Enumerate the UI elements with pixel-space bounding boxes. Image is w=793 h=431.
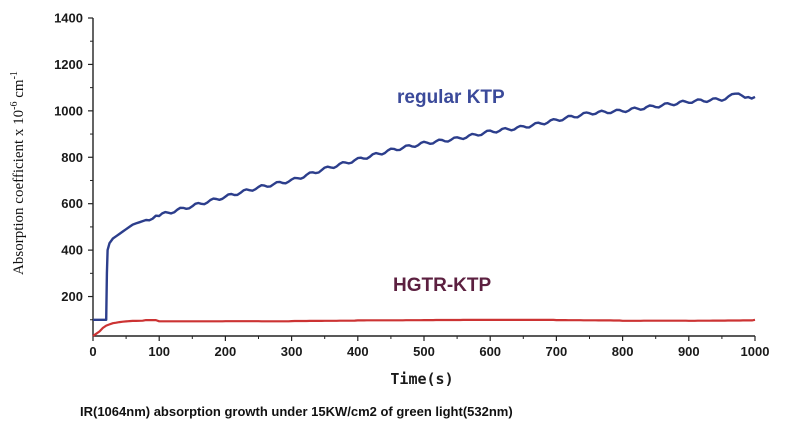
- x-tick-label: 0: [89, 344, 96, 359]
- x-tick-label: 700: [546, 344, 568, 359]
- series-label-regular-ktp: regular KTP: [397, 87, 505, 108]
- ticks: 0 100 200 300 400 500 600 700 800 900 1000 200 400 60…: [54, 11, 769, 360]
- series-label-hgtr-ktp: HGTR-KTP: [393, 275, 491, 296]
- series: [92, 92, 756, 337]
- x-axis-title: Time(s): [390, 370, 453, 388]
- y-axis-title: Absorption coefficient x 10-6 cm-1: [9, 71, 27, 275]
- y-axis-title-unit: cm: [11, 79, 27, 98]
- y-axis-title-unit-exp: -1: [9, 71, 20, 79]
- series-line-hgtr-ktp: [92, 318, 756, 337]
- y-tick-label: 1200: [54, 57, 83, 72]
- figure-caption: IR(1064nm) absorption growth under 15KW/…: [80, 404, 513, 419]
- x-tick-label: 400: [347, 344, 369, 359]
- x-tick-label: 900: [678, 344, 700, 359]
- x-tick-label: 300: [281, 344, 303, 359]
- x-tick-label: 500: [413, 344, 435, 359]
- x-tick-label: 200: [215, 344, 237, 359]
- y-tick-label: 600: [61, 196, 83, 211]
- y-tick-label: 200: [61, 289, 83, 304]
- y-tick-label: 1400: [54, 11, 83, 26]
- series-line-regular-ktp: [93, 92, 756, 321]
- y-axis-title-exp: -6: [9, 101, 20, 109]
- y-tick-label: 1000: [54, 103, 83, 118]
- x-tick-label: 100: [148, 344, 170, 359]
- y-tick-label: 800: [61, 150, 83, 165]
- y-tick-label: 400: [61, 243, 83, 258]
- x-tick-label: 600: [479, 344, 501, 359]
- y-axis-title-main: Absorption coefficient x 10: [11, 110, 27, 275]
- x-tick-label: 1000: [741, 344, 770, 359]
- x-tick-label: 800: [612, 344, 634, 359]
